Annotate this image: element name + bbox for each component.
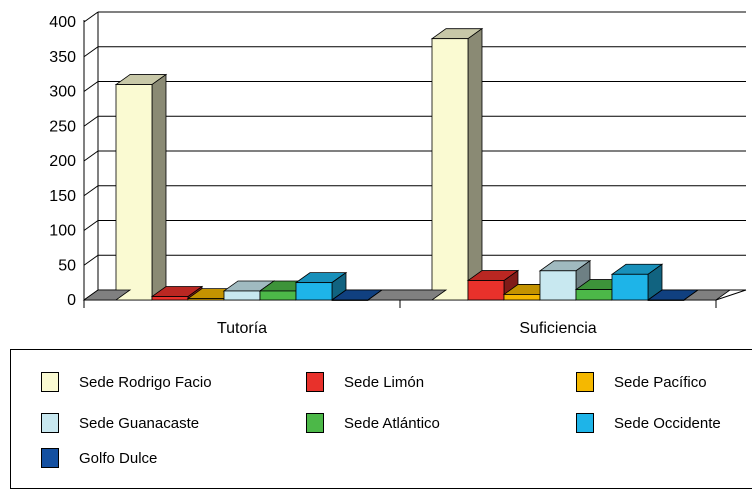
legend-swatch [41,413,59,433]
legend-item: Sede Occidente [576,411,721,435]
legend-swatch [576,372,594,392]
gridline-depth [83,254,99,266]
legend-swatch [306,372,324,392]
floor-segment [82,289,132,301]
category-label: Tutoría [217,320,267,337]
bar [647,299,685,301]
gridline-depth [83,185,99,197]
legend-item: Sede Atlántico [306,411,440,435]
y-tick-label: 250 [49,118,76,135]
legend-item: Sede Limón [306,370,424,394]
bar [187,298,225,301]
bar [295,282,333,301]
bar-side [151,73,167,301]
bar [223,290,261,301]
legend: Sede Rodrigo Facio Sede Limón Sede Pacífic… [10,349,752,489]
category-label: Suficiencia [519,320,596,337]
gridline-depth [83,115,99,127]
legend-label: Sede Atlántico [344,414,440,432]
bar [431,38,469,301]
bar [575,289,613,301]
legend-label: Sede Rodrigo Facio [79,373,212,391]
floor-segment [682,289,732,301]
bar-side [467,27,483,301]
y-tick-label: 0 [67,292,76,309]
bar [503,294,541,301]
legend-swatch [306,413,324,433]
y-tick-label: 50 [58,257,76,274]
legend-item: Sede Guanacaste [41,411,199,435]
bar [151,296,189,301]
bar [115,84,153,301]
y-tick-label: 100 [49,223,76,240]
gridline-depth [83,81,99,92]
y-tick-label: 200 [49,153,76,170]
y-tick-label: 400 [49,14,76,31]
gridline-depth [83,150,99,162]
legend-label: Sede Guanacaste [79,414,200,432]
gridline-depth [83,11,99,23]
legend-swatch [41,372,59,392]
legend-swatch [41,448,59,468]
y-tick-label: 300 [49,84,76,101]
legend-label: Sede Limón [344,373,425,391]
bar [539,270,577,301]
y-tick-label: 350 [49,49,76,66]
bar [331,299,369,301]
bar-chart: 0 50 100 150 200 250 300 350 400 Tutoría Suficienc… [49,11,747,337]
legend-item: Golfo Dulce [41,446,157,470]
floor-segment [366,289,448,301]
bar [611,273,649,301]
bar [259,290,297,301]
legend-label: Golfo Dulce [79,449,158,467]
legend-label: Sede Occidente [614,414,721,432]
legend-item: Sede Pacífico [576,370,707,394]
gridline-depth [83,46,99,58]
legend-swatch [576,413,594,433]
legend-item: Sede Rodrigo Facio [41,370,212,394]
gridline-depth [83,220,99,231]
legend-label: Sede Pacífico [614,373,707,391]
y-tick-label: 150 [49,188,76,205]
bar [467,280,505,301]
floor-edge [715,289,747,301]
